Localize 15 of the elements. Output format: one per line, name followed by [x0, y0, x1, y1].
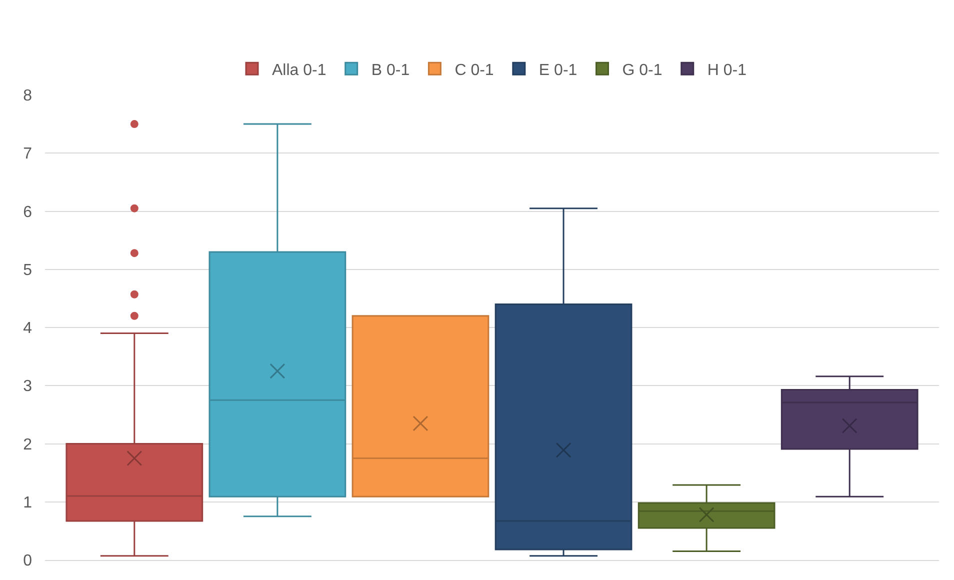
y-tick-label: 1 — [23, 494, 32, 512]
y-tick-label: 2 — [23, 436, 32, 454]
legend-label: G 0-1 — [622, 62, 662, 79]
y-tick-label: 6 — [23, 204, 32, 221]
y-tick-label: 7 — [23, 146, 32, 163]
legend-label: E 0-1 — [538, 62, 578, 79]
legend-label: B 0-1 — [371, 62, 410, 79]
legend-label: C 0-1 — [454, 62, 494, 79]
y-tick-label: 0 — [23, 552, 32, 570]
y-tick-label: 5 — [23, 262, 32, 279]
legend-label: H 0-1 — [707, 62, 747, 79]
y-tick-label: 3 — [23, 378, 32, 396]
y-tick-label: 8 — [23, 88, 32, 105]
legend-label: Alla 0-1 — [272, 62, 326, 79]
y-tick-label: 4 — [23, 320, 32, 338]
